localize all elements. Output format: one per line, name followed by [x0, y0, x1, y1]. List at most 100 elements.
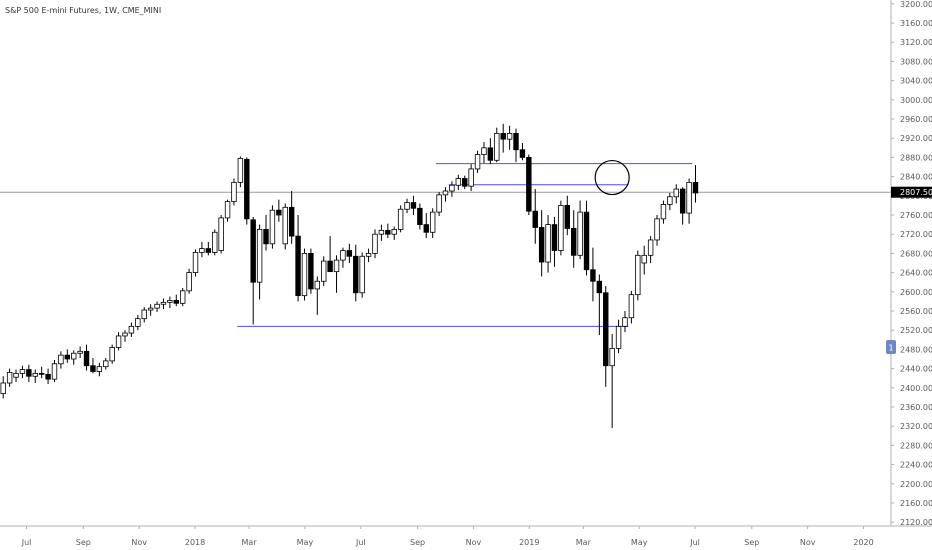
candle-body-up	[494, 133, 499, 160]
candle-body-up	[648, 240, 653, 255]
x-tick-label: May	[297, 538, 314, 547]
y-tick-label: 2160.00	[900, 499, 932, 508]
y-tick-label: 2440.00	[900, 365, 932, 374]
candle-body-down	[418, 208, 423, 224]
candle-body-up	[475, 155, 480, 169]
candle-body-down	[386, 230, 391, 234]
candle-body-down	[424, 225, 429, 233]
y-tick-label: 3080.00	[900, 57, 932, 66]
y-tick-label: 2880.00	[900, 153, 932, 162]
candle-body-up	[123, 333, 128, 336]
x-tick-label: 2019	[519, 538, 539, 547]
x-tick-label: Sep	[410, 538, 425, 547]
current-price-badge: 2807.50	[891, 187, 932, 198]
candle-body-down	[65, 355, 70, 359]
candle-body-up	[136, 319, 141, 327]
candle-body-up	[14, 373, 19, 377]
candle-body-down	[680, 189, 685, 213]
candle-body-up	[546, 225, 551, 262]
y-tick-label: 2920.00	[900, 134, 932, 143]
candle-body-up	[142, 310, 147, 319]
candle-body-down	[488, 148, 493, 160]
candle-body-down	[91, 366, 96, 372]
candle	[527, 155, 532, 215]
candle-body-down	[244, 159, 249, 219]
candle-body-up	[610, 348, 615, 365]
candle-body-up	[110, 347, 115, 360]
candle-body-up	[674, 189, 679, 197]
y-tick-label: 2400.00	[900, 384, 932, 393]
candle-body-up	[661, 204, 666, 218]
side-badge[interactable]: 1	[886, 340, 896, 354]
x-tick-label: 2020	[853, 538, 873, 547]
candle-body-up	[78, 351, 83, 353]
candle-body-up	[635, 255, 640, 294]
candle-body-down	[462, 179, 467, 187]
candle-body-up	[437, 195, 442, 212]
candle	[180, 288, 185, 306]
candle-body-down	[514, 133, 519, 149]
candle	[398, 205, 403, 232]
candle-body-up	[321, 261, 326, 281]
current-price-label: 2807.50	[900, 188, 932, 197]
candle-body-up	[315, 281, 320, 289]
y-tick-label: 2640.00	[900, 269, 932, 278]
candle-body-down	[328, 261, 333, 272]
candle-body-up	[668, 197, 673, 205]
candle-body-up	[642, 255, 647, 263]
candle	[244, 157, 249, 224]
y-tick-label: 2280.00	[900, 441, 932, 450]
candle-body-up	[366, 253, 371, 256]
x-tick-label: Nov	[466, 538, 482, 547]
candle-body-down	[552, 225, 557, 251]
candle-body-up	[7, 372, 12, 383]
candle-body-up	[33, 373, 38, 376]
candle	[360, 252, 365, 297]
x-tick-label: Mar	[242, 538, 258, 547]
candle-body-up	[116, 336, 121, 348]
candle-body-up	[155, 304, 160, 308]
y-tick-label: 2560.00	[900, 307, 932, 316]
candle-body-down	[46, 374, 51, 379]
candle-body-up	[270, 210, 275, 244]
candle-body-down	[584, 212, 589, 270]
y-tick-label: 2960.00	[900, 115, 932, 124]
candle	[238, 156, 243, 187]
candle-body-down	[84, 351, 89, 365]
candle-body-down	[527, 157, 532, 211]
y-tick-label: 2720.00	[900, 230, 932, 239]
y-tick-label: 3040.00	[900, 77, 932, 86]
candle-body-up	[97, 367, 102, 372]
candle-body-up	[257, 229, 262, 282]
y-tick-label: 2520.00	[900, 326, 932, 335]
candle	[219, 215, 224, 253]
candle-body-up	[148, 308, 153, 310]
candle-body-down	[501, 133, 506, 139]
candle-body-up	[232, 182, 237, 201]
candle-body-down	[693, 182, 698, 193]
candle-body-up	[238, 158, 243, 182]
candle	[193, 250, 198, 277]
candle-body-down	[27, 370, 32, 377]
candle-body-up	[456, 179, 461, 186]
candle-body-up	[103, 361, 108, 367]
candle-body-up	[392, 229, 397, 234]
candle	[321, 256, 326, 286]
candle	[110, 345, 115, 364]
y-tick-label: 2480.00	[900, 345, 932, 354]
candle-body-down	[571, 228, 576, 255]
y-tick-label: 2760.00	[900, 211, 932, 220]
y-tick-label: 2840.00	[900, 173, 932, 182]
candle-body-up	[129, 326, 134, 333]
candle-body-up	[71, 353, 76, 359]
y-tick-label: 3000.00	[900, 96, 932, 105]
candle-body-up	[283, 207, 288, 243]
candle-body-up	[187, 273, 192, 291]
y-tick-label: 2320.00	[900, 422, 932, 431]
candle	[283, 203, 288, 249]
candle-body-down	[39, 373, 44, 374]
candle-body-down	[411, 203, 416, 209]
